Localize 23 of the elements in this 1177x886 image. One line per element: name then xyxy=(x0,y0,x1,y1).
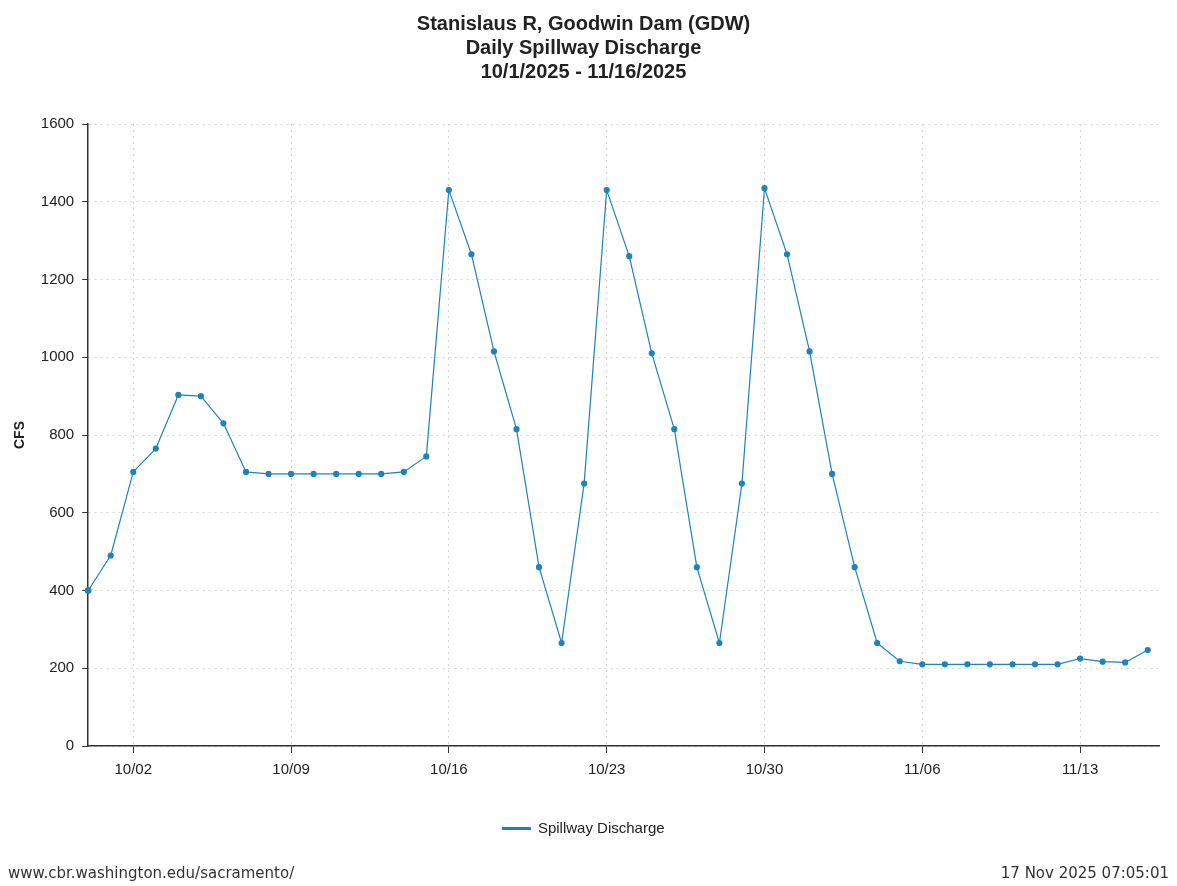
x-tick-label: 11/06 xyxy=(904,760,941,778)
y-tick-label: 200 xyxy=(49,658,75,676)
y-tick-label: 1000 xyxy=(40,347,75,365)
x-tick-label: 10/23 xyxy=(587,760,626,778)
x-tick-label: 10/09 xyxy=(272,760,310,778)
y-tick-label: 400 xyxy=(49,580,75,598)
y-tick-label: 800 xyxy=(49,425,75,443)
y-tick-label: 600 xyxy=(49,502,75,520)
text: 10/1/2025 - 11/16/2025 xyxy=(480,59,687,82)
x-tick-label: 10/16 xyxy=(430,760,468,778)
x-tick-label: 10/30 xyxy=(745,760,784,778)
text: Daily Spillway Discharge xyxy=(465,35,702,58)
y-tick-label: 1400 xyxy=(40,191,75,209)
y-tick-label: 1600 xyxy=(40,114,75,132)
y-tick-label: 0 xyxy=(65,736,75,754)
x-tick-label: 10/02 xyxy=(114,760,153,778)
x-tick-label: 11/13 xyxy=(1061,760,1099,778)
text: www.cbr.washington.edu/sacramento/ xyxy=(8,864,295,882)
text: Stanislaus R, Goodwin Dam (GDW) xyxy=(416,11,751,34)
y-axis-title: CFS xyxy=(11,421,28,449)
text: 17 Nov 2025 07:05:01 xyxy=(1000,864,1169,882)
y-tick-label: 1200 xyxy=(40,269,75,287)
legend-label: Spillway Discharge xyxy=(537,818,665,836)
